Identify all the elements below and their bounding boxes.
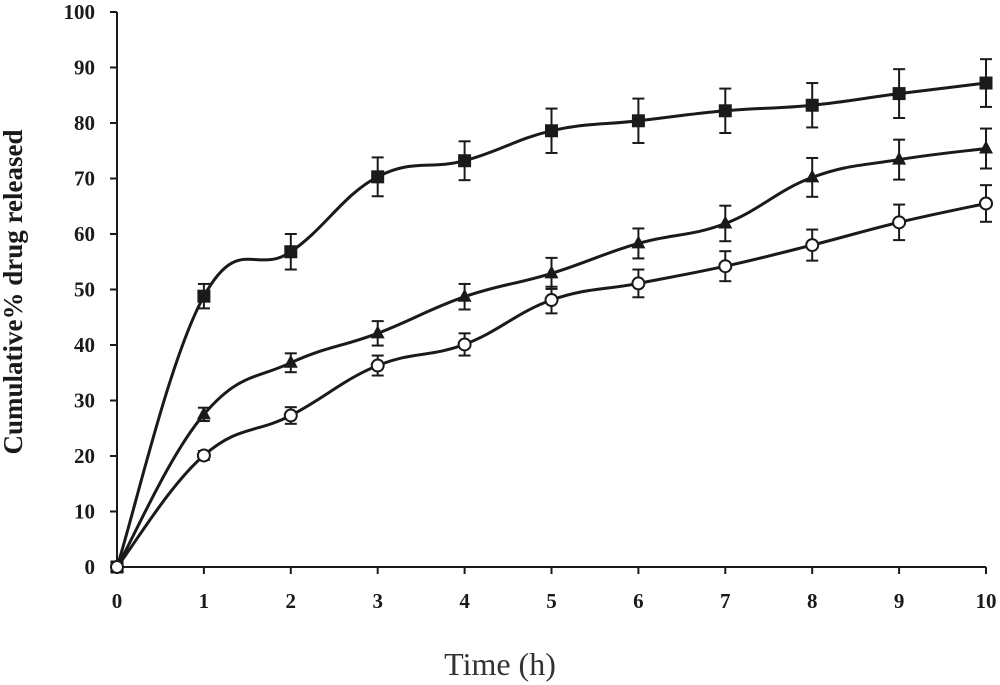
x-tick-label: 6 [633,589,644,613]
x-tick-label: 7 [720,589,731,613]
x-tick-label: 0 [112,589,123,613]
y-axis-title: Cumulative% drug released [0,130,28,455]
x-tick-label: 1 [199,589,210,613]
triangle-marker [979,140,993,154]
square-marker [631,114,645,128]
square-marker [805,98,819,112]
triangle-marker [718,215,733,229]
triangle-marker [457,288,472,302]
circle-marker [892,215,907,230]
x-tick-label: 10 [976,589,997,613]
y-tick-label: 100 [64,0,96,24]
square-marker [979,76,993,90]
x-tick-label: 9 [894,589,905,613]
y-tick-label: 10 [74,500,95,524]
y-tick-label: 80 [74,111,95,135]
circle-marker [110,560,124,574]
y-tick-label: 30 [74,389,95,413]
square-marker [458,154,472,168]
square-marker [197,289,211,303]
y-tick-label: 40 [74,333,95,357]
y-tick-label: 0 [85,555,96,579]
series-1 [110,58,993,574]
triangle-marker [805,169,820,183]
circle-marker [631,276,646,291]
x-tick-label: 4 [459,589,470,613]
series-line [115,81,987,568]
series-3 [110,184,993,574]
square-marker [284,245,298,259]
y-tick-label: 60 [74,222,95,246]
x-tick-label: 5 [546,589,557,613]
square-marker [371,170,385,184]
x-tick-label: 2 [286,589,297,613]
square-marker [718,104,732,118]
square-marker [892,87,906,101]
axes: 0 10 20 30 40 50 60 70 80 90 100 0 1 2 3 4 5 6 7 8 9 10 [64,0,997,613]
circle-marker [283,408,298,423]
triangle-marker [196,406,211,420]
y-tick-label: 20 [74,444,95,468]
triangle-marker [631,235,646,249]
circle-marker [457,337,472,352]
circle-marker [544,293,559,308]
y-tick-label: 70 [74,167,95,191]
x-tick-label: 3 [372,589,383,613]
series-line [115,147,987,568]
triangle-marker [370,325,385,339]
circle-marker [805,238,820,253]
circle-marker [370,358,385,373]
triangle-marker [283,354,298,368]
x-axis-title: Time (h) [444,646,556,682]
series-2 [110,127,993,572]
series-layer [110,58,993,574]
triangle-marker [544,265,559,279]
y-tick-label: 50 [74,278,95,302]
square-marker [545,124,558,138]
x-tick-label: 8 [807,589,818,613]
circle-marker [979,196,993,211]
circle-marker [196,448,211,463]
series-line [115,202,987,568]
triangle-marker [892,151,907,165]
circle-marker [718,259,733,274]
y-tick-label: 90 [74,56,95,80]
